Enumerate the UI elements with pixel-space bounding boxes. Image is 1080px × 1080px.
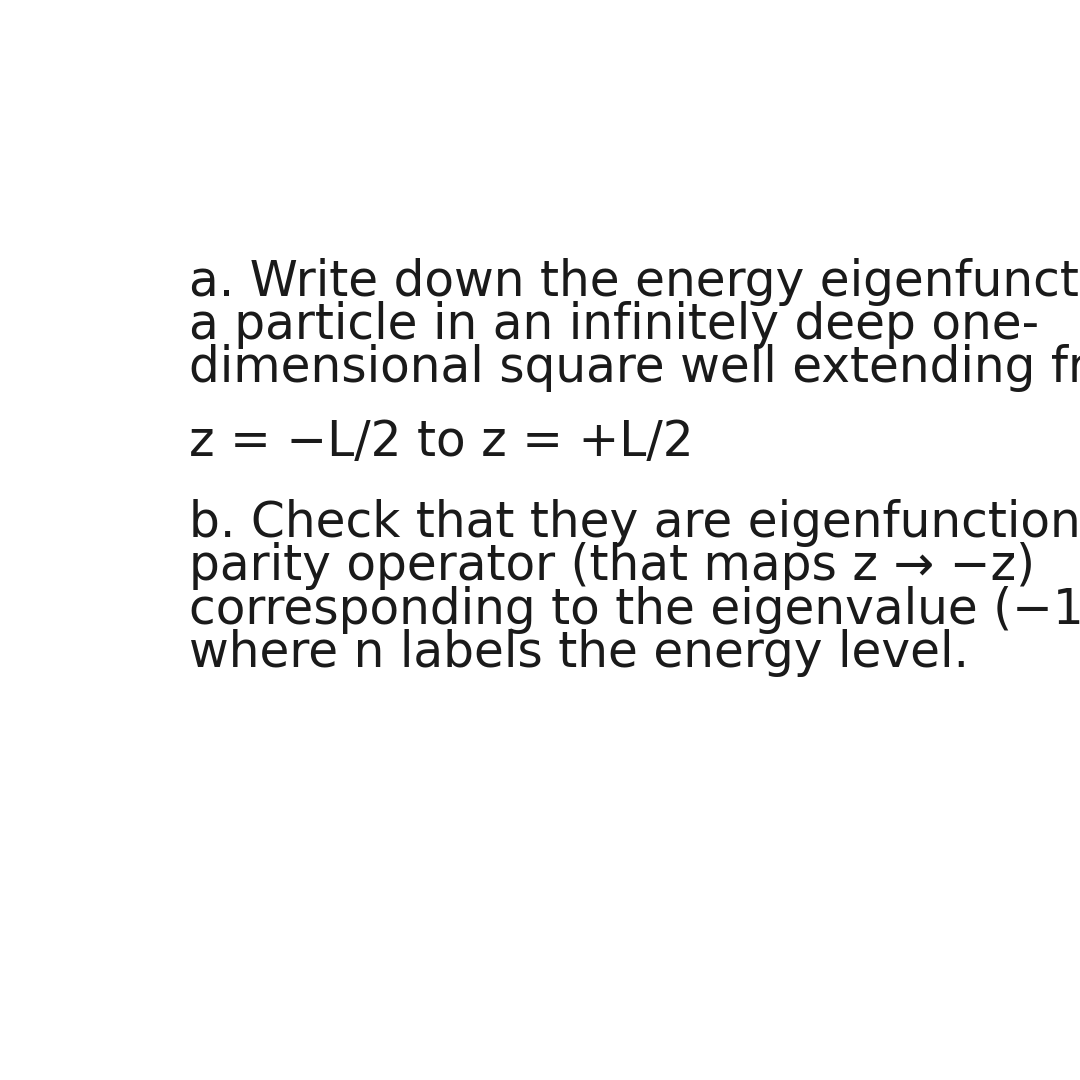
Text: parity operator (that maps z → −z): parity operator (that maps z → −z) xyxy=(189,542,1036,591)
Text: a. Write down the energy eigenfunctions for: a. Write down the energy eigenfunctions … xyxy=(189,258,1080,306)
Text: where n labels the energy level.: where n labels the energy level. xyxy=(189,629,970,677)
Text: a particle in an infinitely deep one-: a particle in an infinitely deep one- xyxy=(189,301,1040,349)
Text: b. Check that they are eigenfunctions of: b. Check that they are eigenfunctions of xyxy=(189,499,1080,548)
Text: corresponding to the eigenvalue (−1): corresponding to the eigenvalue (−1) xyxy=(189,585,1080,634)
Text: dimensional square well extending from: dimensional square well extending from xyxy=(189,345,1080,392)
Text: z = −L/2 to z = +L/2: z = −L/2 to z = +L/2 xyxy=(189,418,694,465)
